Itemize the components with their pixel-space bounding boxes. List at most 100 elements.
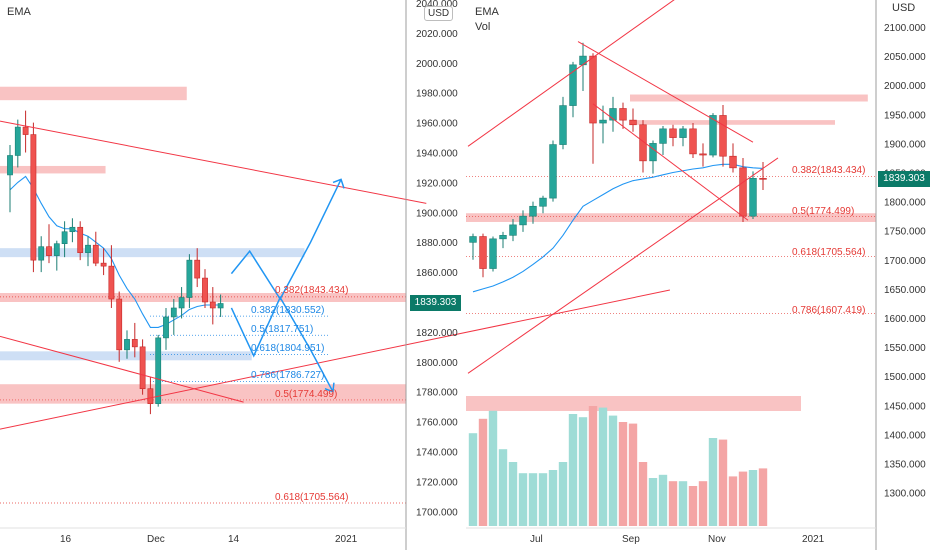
- right-volume-label: Vol: [475, 21, 491, 33]
- left-candle-up: [163, 316, 169, 339]
- left-y-tick-label: 1940.000: [416, 149, 458, 160]
- right-trendline: [467, 0, 675, 147]
- right-volume-bar-down: [478, 418, 488, 526]
- left-y-tick-label: 1700.000: [416, 507, 458, 518]
- right-fib-label-0382: 0.382(1843.434): [792, 165, 866, 176]
- left-candle-down: [139, 346, 146, 390]
- right-volume-bar-up: [498, 449, 508, 526]
- right-candle-up: [749, 178, 757, 217]
- left-indicator-label: EMA: [7, 6, 31, 18]
- left-candle-down: [209, 301, 216, 309]
- left-candle-up: [61, 231, 68, 244]
- right-candle-up: [579, 55, 587, 66]
- right-y-tick-label: 2000.000: [884, 81, 926, 92]
- left-candle-up: [14, 126, 21, 156]
- right-volume-bar-up: [488, 410, 498, 526]
- left-zone-blue: [0, 351, 252, 361]
- left-fib-label-0382: 0.382(1843.434): [275, 285, 349, 296]
- left-candle-down: [194, 259, 201, 279]
- left-candle-down: [100, 262, 107, 267]
- right-volume-bar-down: [668, 481, 678, 526]
- left-candle-down: [46, 246, 52, 256]
- right-candle-up: [679, 128, 687, 138]
- right-zone-red: [466, 213, 876, 222]
- right-candle-up: [489, 238, 497, 269]
- right-candle-down: [589, 55, 597, 124]
- left-y-tick-label: 1720.000: [416, 477, 458, 488]
- right-candle-up: [609, 108, 617, 121]
- right-trendline: [577, 41, 754, 143]
- right-candle-up: [529, 205, 537, 217]
- right-volume-bar-down: [698, 481, 708, 526]
- left-candle-down: [202, 277, 208, 303]
- right-y-tick-label: 1900.000: [884, 139, 926, 150]
- left-candle-up: [155, 337, 162, 404]
- left-candle-up: [38, 246, 45, 261]
- right-currency-label: USD: [892, 2, 916, 14]
- right-candle-up: [649, 143, 657, 162]
- left-projection-arrowhead-down: [324, 382, 335, 393]
- left-y-tick-label: 1900.000: [416, 208, 458, 219]
- left-price-tag: 1839.303: [410, 295, 461, 311]
- right-volume-bar-down: [728, 476, 738, 526]
- right-y-tick-label: 1750.000: [884, 227, 926, 238]
- right-volume-bar-up: [528, 473, 538, 526]
- right-candle-down: [699, 153, 707, 156]
- right-y-tick-label: 1800.000: [884, 198, 926, 209]
- left-candle-up: [85, 244, 91, 253]
- right-candle-up: [499, 235, 507, 240]
- left-candle-up: [178, 297, 185, 309]
- left-currency-button[interactable]: USD: [424, 6, 454, 21]
- left-y-tick-label: 1920.000: [416, 178, 458, 189]
- right-candle-up: [599, 119, 607, 124]
- right-volume-zone: [466, 396, 801, 411]
- right-y-tick-label: 1650.000: [884, 285, 926, 296]
- left-x-label-14: 14: [228, 534, 240, 545]
- left-y-tick-label: 1760.000: [416, 418, 458, 429]
- left-candle-down: [116, 298, 123, 351]
- left-fib-blue-0382: 0.382(1830.552): [251, 305, 325, 316]
- right-volume-bar-down: [758, 468, 768, 526]
- left-candle-down: [108, 265, 115, 300]
- right-volume-bar-up: [508, 462, 518, 526]
- left-fib-blue-0618: 0.618(1804.951): [251, 343, 325, 354]
- right-y-tick-label: 1550.000: [884, 343, 926, 354]
- right-volume-bar-up: [598, 407, 608, 526]
- left-candle-up: [53, 243, 60, 256]
- left-candle-down: [92, 244, 99, 264]
- right-candle-down: [719, 115, 727, 157]
- right-candle-up: [709, 115, 717, 156]
- left-y-tick-label: 1800.000: [416, 358, 458, 369]
- right-y-tick-label: 2100.000: [884, 23, 926, 34]
- right-zone-red: [630, 120, 835, 125]
- right-candle-down: [629, 119, 637, 126]
- left-y-tick-label: 1980.000: [416, 89, 458, 100]
- right-y-tick-label: 1700.000: [884, 256, 926, 267]
- left-zone-red: [0, 384, 406, 404]
- left-zone-red: [0, 86, 187, 101]
- right-candle-up: [559, 105, 567, 145]
- left-y-tick-label: 1780.000: [416, 388, 458, 399]
- right-volume-bar-up: [708, 438, 718, 526]
- right-y-tick-label: 1400.000: [884, 430, 926, 441]
- right-candle-up: [509, 224, 517, 236]
- left-candle-down: [77, 226, 84, 253]
- right-candle-up: [539, 197, 547, 207]
- right-volume-bar-down: [718, 439, 728, 526]
- right-fib-label-0618: 0.618(1705.564): [792, 247, 866, 258]
- right-volume-bar-up: [678, 481, 688, 526]
- right-candle-down: [689, 128, 697, 155]
- left-candle-down: [30, 134, 37, 261]
- left-fib-label-0618: 0.618(1705.564): [275, 492, 349, 503]
- left-trendline: [0, 120, 427, 204]
- right-volume-bar-up: [468, 433, 478, 526]
- right-ema-line: [472, 163, 764, 293]
- right-candle-down: [479, 236, 487, 269]
- right-candle-up: [469, 236, 477, 243]
- left-y-tick-label: 1860.000: [416, 268, 458, 279]
- left-fib-blue-0786: 0.786(1786.727): [251, 370, 325, 381]
- right-candle-up: [659, 128, 667, 144]
- right-candle-down: [759, 178, 767, 180]
- left-trendline: [0, 289, 671, 430]
